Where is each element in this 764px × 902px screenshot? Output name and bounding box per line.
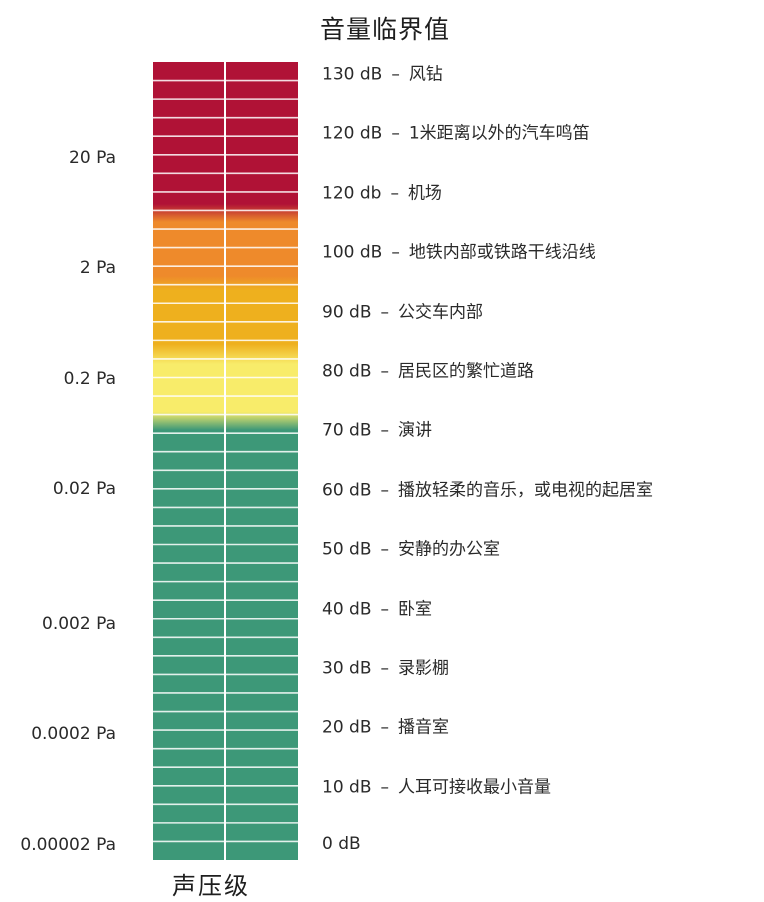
- level-description: 机场: [407, 183, 442, 204]
- level-separator: –: [390, 183, 399, 204]
- level-separator: –: [380, 599, 390, 620]
- level-description: 播放轻柔的音乐，或电视的起居室: [398, 480, 653, 501]
- level-separator: –: [380, 777, 390, 798]
- level-description: 地铁内部或铁路干线沿线: [408, 242, 596, 263]
- level-label: 80 dB – 居民区的繁忙道路: [322, 357, 534, 382]
- level-label: 100 dB – 地铁内部或铁路干线沿线: [322, 238, 596, 263]
- pressure-label: 0.02 Pa: [52, 479, 116, 499]
- level-description: 演讲: [398, 420, 432, 441]
- level-description: 安静的办公室: [398, 539, 500, 560]
- level-db: 80 dB: [322, 361, 372, 382]
- pressure-label: 20 Pa: [69, 148, 116, 168]
- level-description: 卧室: [398, 599, 432, 620]
- level-label: 90 dB – 公交车内部: [322, 297, 483, 322]
- level-description: 风钻: [408, 64, 443, 85]
- level-db: 10 dB: [322, 777, 372, 798]
- level-label: 60 dB – 播放轻柔的音乐，或电视的起居室: [322, 475, 653, 500]
- level-separator: –: [391, 242, 400, 263]
- level-label: 10 dB – 人耳可接收最小音量: [322, 772, 551, 797]
- level-db: 30 dB: [322, 658, 372, 679]
- pressure-label: 0.00002 Pa: [20, 835, 116, 855]
- pressure-label: 2 Pa: [79, 258, 116, 278]
- pressure-label: 0.2 Pa: [63, 369, 116, 389]
- level-db: 60 dB: [322, 480, 372, 501]
- level-description: 录影棚: [398, 658, 449, 679]
- level-description: 居民区的繁忙道路: [398, 361, 534, 382]
- axis-label: 声压级: [172, 872, 250, 900]
- level-db: 70 dB: [322, 420, 372, 441]
- level-db: 120 dB: [322, 123, 383, 144]
- level-db: 20 dB: [322, 717, 372, 738]
- pressure-label: 0.002 Pa: [42, 614, 116, 634]
- level-separator: –: [391, 64, 400, 85]
- level-label: 40 dB – 卧室: [322, 594, 432, 619]
- level-separator: –: [380, 420, 390, 441]
- level-db: 0 dB: [322, 834, 361, 855]
- level-label: 120 db – 机场: [322, 178, 442, 203]
- level-db: 40 dB: [322, 599, 372, 620]
- level-description: 1米距离以外的汽车鸣笛: [408, 123, 590, 144]
- level-label: 20 dB – 播音室: [322, 713, 449, 738]
- level-separator: –: [391, 123, 400, 144]
- level-db: 120 db: [322, 183, 382, 204]
- level-db: 90 dB: [322, 302, 372, 323]
- level-separator: –: [380, 717, 390, 738]
- level-label: 50 dB – 安静的办公室: [322, 535, 500, 560]
- level-db: 130 dB: [322, 64, 383, 85]
- level-separator: –: [380, 658, 390, 679]
- level-label: 130 dB – 风钻: [322, 60, 443, 85]
- level-db: 50 dB: [322, 539, 372, 560]
- level-separator: –: [380, 361, 390, 382]
- pressure-label: 0.0002 Pa: [31, 724, 116, 744]
- level-description: 公交车内部: [398, 302, 483, 323]
- level-db: 100 dB: [322, 242, 383, 263]
- level-separator: –: [380, 302, 390, 323]
- diagram-title: 音量临界值: [320, 15, 451, 44]
- level-label: 0 dB: [322, 834, 361, 854]
- level-label: 30 dB – 录影棚: [322, 654, 449, 679]
- level-label: 70 dB – 演讲: [322, 416, 432, 441]
- level-description: 人耳可接收最小音量: [398, 777, 551, 798]
- level-separator: –: [380, 539, 390, 560]
- level-description: 播音室: [398, 717, 449, 738]
- level-separator: –: [380, 480, 390, 501]
- level-label: 120 dB –1米距离以外的汽车鸣笛: [322, 119, 590, 144]
